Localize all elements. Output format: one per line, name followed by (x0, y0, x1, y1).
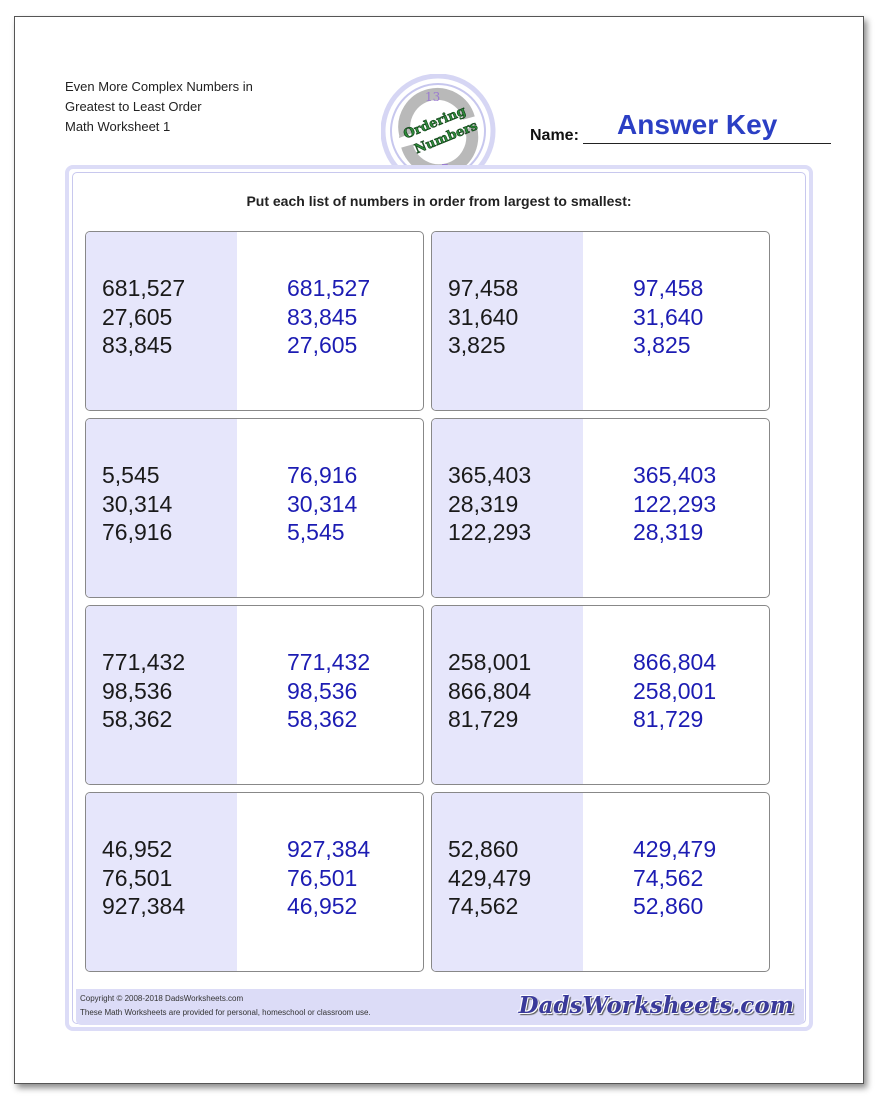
given-numbers: 681,527 27,605 83,845 (102, 274, 185, 360)
answer-key-label: Answer Key (617, 109, 778, 140)
given-number: 429,479 (448, 864, 532, 891)
answer-number: 46,952 (287, 893, 358, 919)
answer-numbers: 97,458 31,640 3,825 (633, 274, 703, 360)
answer-number: 681,527 (287, 275, 371, 301)
problem-card-4: 365,403 28,319 122,293 365,403 122,293 2… (431, 418, 770, 598)
given-number: 76,501 (102, 864, 173, 891)
given-numbers: 365,403 28,319 122,293 (448, 461, 531, 547)
name-field: Answer Key Name: (530, 89, 831, 144)
given-number: 866,804 (448, 677, 532, 704)
given-number: 122,293 (448, 519, 532, 545)
given-shading (432, 606, 583, 784)
given-numbers: 97,458 31,640 3,825 (448, 274, 518, 360)
given-number: 258,001 (448, 649, 532, 675)
answer-number: 98,536 (287, 677, 358, 704)
answer-number: 27,605 (287, 332, 358, 358)
answer-number: 429,479 (633, 836, 717, 862)
given-number: 31,640 (448, 303, 519, 330)
answer-number: 30,314 (287, 490, 358, 517)
given-number: 52,860 (448, 836, 519, 862)
given-number: 27,605 (102, 303, 173, 330)
ordering-numbers-logo: 13 7 Ordering Numbers (381, 74, 496, 189)
given-numbers: 52,860 429,479 74,562 (448, 835, 531, 921)
problem-card-3: 5,545 30,314 76,916 76,916 30,314 5,545 (85, 418, 424, 598)
answer-number: 76,916 (287, 462, 358, 488)
given-number: 771,432 (102, 649, 186, 675)
problem-card-5: 771,432 98,536 58,362 771,432 98,536 58,… (85, 605, 424, 785)
given-shading (86, 232, 237, 410)
given-number: 46,952 (102, 836, 173, 862)
given-number: 98,536 (102, 677, 173, 704)
answer-number: 365,403 (633, 462, 717, 488)
dadsworksheets-logo: DadsWorksheets.com (518, 992, 794, 1019)
name-label: Name: (530, 127, 579, 144)
given-number: 5,545 (102, 462, 160, 488)
answer-numbers: 429,479 74,562 52,860 (633, 835, 716, 921)
given-number: 74,562 (448, 893, 519, 919)
given-shading (86, 606, 237, 784)
answer-numbers: 771,432 98,536 58,362 (287, 648, 370, 734)
answer-number: 771,432 (287, 649, 371, 675)
answer-numbers: 681,527 83,845 27,605 (287, 274, 370, 360)
problem-card-1: 681,527 27,605 83,845 681,527 83,845 27,… (85, 231, 424, 411)
given-number: 681,527 (102, 275, 186, 301)
worksheet-title: Even More Complex Numbers in Greatest to… (65, 77, 253, 137)
given-numbers: 258,001 866,804 81,729 (448, 648, 531, 734)
answer-number: 76,501 (287, 864, 358, 891)
usage-notice: These Math Worksheets are provided for p… (80, 1008, 371, 1017)
given-number: 97,458 (448, 275, 519, 301)
given-shading (86, 793, 237, 971)
answer-number: 3,825 (633, 332, 691, 358)
copyright-text: Copyright © 2008-2018 DadsWorksheets.com (80, 994, 244, 1003)
given-number: 3,825 (448, 332, 506, 358)
answer-number: 927,384 (287, 836, 371, 862)
given-number: 81,729 (448, 706, 519, 732)
answer-number: 74,562 (633, 864, 704, 891)
title-line-3: Math Worksheet 1 (65, 119, 171, 134)
answer-number: 83,845 (287, 303, 358, 330)
answer-number: 52,860 (633, 893, 704, 919)
given-number: 927,384 (102, 893, 186, 919)
given-number: 30,314 (102, 490, 173, 517)
answer-number: 5,545 (287, 519, 345, 545)
problems-frame: Put each list of numbers in order from l… (65, 165, 813, 1031)
given-number: 28,319 (448, 490, 519, 517)
answer-number: 97,458 (633, 275, 704, 301)
name-underline (583, 143, 831, 144)
answer-numbers: 927,384 76,501 46,952 (287, 835, 370, 921)
answer-number: 866,804 (633, 649, 717, 675)
answer-numbers: 866,804 258,001 81,729 (633, 648, 716, 734)
answer-number: 258,001 (633, 677, 717, 704)
answer-number: 58,362 (287, 706, 358, 732)
answer-number: 31,640 (633, 303, 704, 330)
title-line-1: Even More Complex Numbers in (65, 79, 253, 94)
given-numbers: 771,432 98,536 58,362 (102, 648, 185, 734)
given-shading (432, 232, 583, 410)
given-shading (432, 793, 583, 971)
answer-numbers: 365,403 122,293 28,319 (633, 461, 716, 547)
problem-card-2: 97,458 31,640 3,825 97,458 31,640 3,825 (431, 231, 770, 411)
problem-card-8: 52,860 429,479 74,562 429,479 74,562 52,… (431, 792, 770, 972)
given-numbers: 5,545 30,314 76,916 (102, 461, 172, 547)
footer-bar: Copyright © 2008-2018 DadsWorksheets.com… (76, 989, 804, 1025)
given-number: 76,916 (102, 519, 173, 545)
title-line-2: Greatest to Least Order (65, 99, 202, 114)
problem-card-6: 258,001 866,804 81,729 866,804 258,001 8… (431, 605, 770, 785)
problem-card-7: 46,952 76,501 927,384 927,384 76,501 46,… (85, 792, 424, 972)
logo-top-number: 13 (425, 90, 440, 104)
given-shading (432, 419, 583, 597)
answer-numbers: 76,916 30,314 5,545 (287, 461, 357, 547)
answer-number: 122,293 (633, 490, 717, 517)
answer-number: 28,319 (633, 519, 704, 545)
instruction-text: Put each list of numbers in order from l… (246, 193, 632, 209)
given-shading (86, 419, 237, 597)
given-number: 83,845 (102, 332, 173, 358)
given-numbers: 46,952 76,501 927,384 (102, 835, 185, 921)
given-number: 365,403 (448, 462, 532, 488)
worksheet-page: Even More Complex Numbers in Greatest to… (14, 16, 864, 1084)
given-number: 58,362 (102, 706, 173, 732)
answer-number: 81,729 (633, 706, 704, 732)
